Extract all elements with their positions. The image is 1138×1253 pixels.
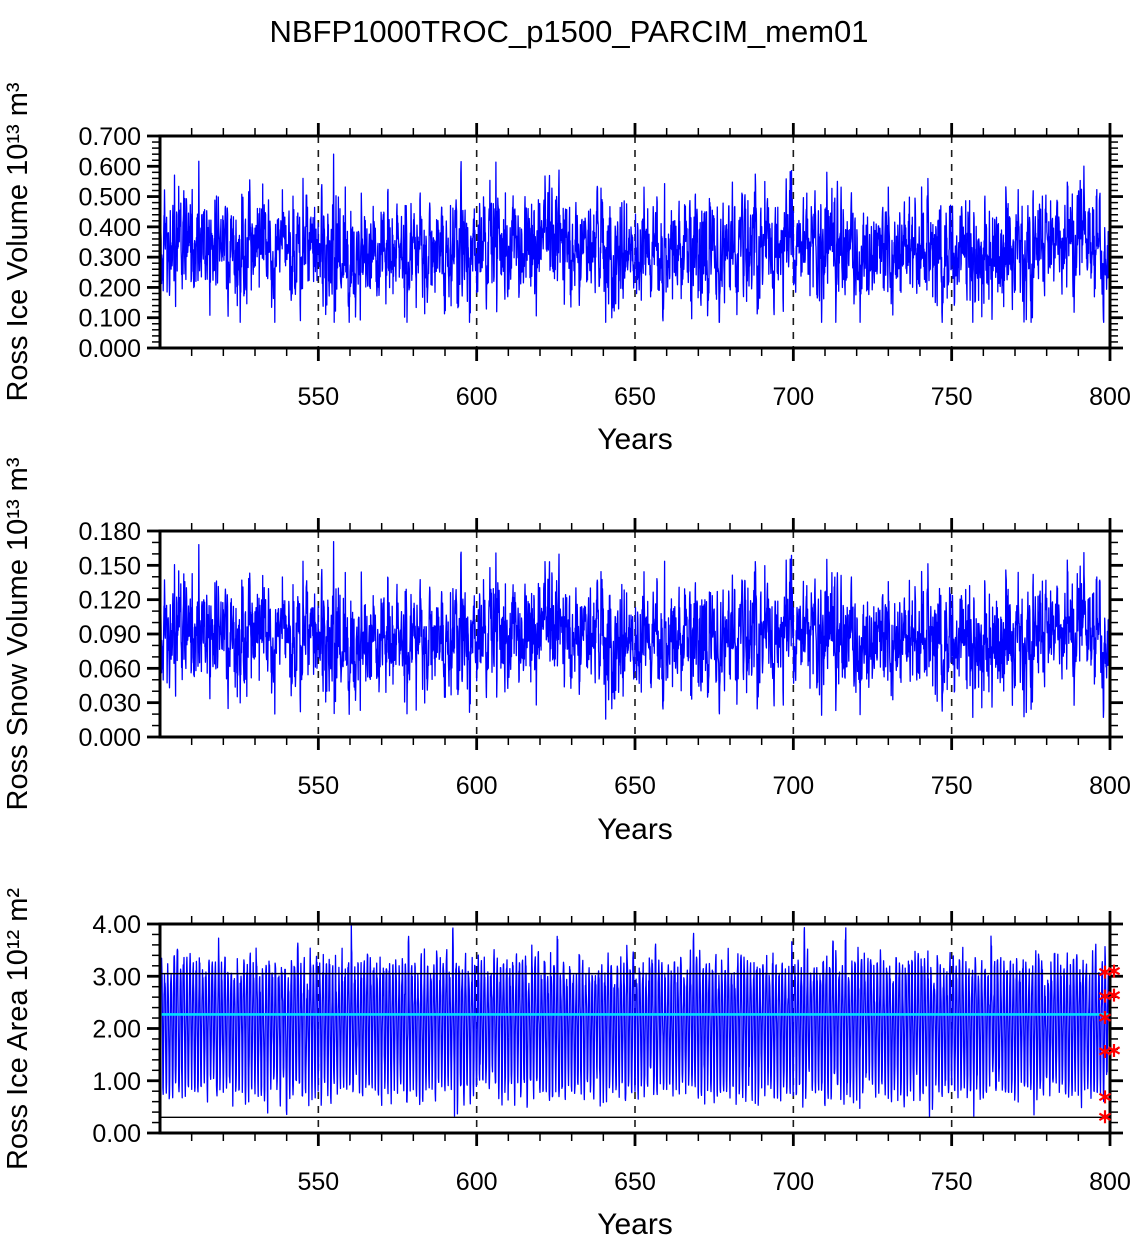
- end-marker-asterisk: [1107, 964, 1121, 978]
- x-axis-label-years-1: Years: [597, 423, 673, 456]
- y-tick-label: 0.700: [78, 123, 141, 151]
- x-tick-label: 800: [1089, 772, 1131, 800]
- plot-title: NBFP1000TROC_p1500_PARCIM_mem01: [269, 14, 868, 49]
- end-marker-asterisk: [1098, 1090, 1112, 1104]
- y-tick-label: 0.200: [78, 274, 141, 302]
- y-tick-label: 0.000: [78, 335, 141, 363]
- x-tick-label: 600: [456, 772, 498, 800]
- x-tick-label: 550: [297, 772, 339, 800]
- panel-ross-ice-area: 0.00 1.00 2.00 3.00 4.00 550 600 650 700 750 800: [92, 911, 1131, 1196]
- y-tick-label: 0.150: [78, 552, 141, 580]
- y-tick-label: 0.180: [78, 518, 141, 546]
- axis-ticks: [147, 518, 1123, 750]
- x-tick-label: 700: [772, 1168, 814, 1196]
- y-tick-label: 0.060: [78, 655, 141, 683]
- end-marker-asterisk: [1107, 1044, 1121, 1057]
- end-marker-asterisk: [1098, 1110, 1112, 1124]
- y-tick-label: 0.300: [78, 244, 141, 272]
- x-axis-label-years-3: Years: [597, 1208, 673, 1241]
- x-tick-label: 550: [297, 1168, 339, 1196]
- panel-ross-snow-volume: 0.000 0.030 0.060 0.090 0.120 0.150 0.180 550 60…: [78, 518, 1131, 800]
- x-tick-label: 750: [931, 772, 973, 800]
- x-tick-label: 700: [772, 772, 814, 800]
- x-tick-label: 650: [614, 383, 656, 411]
- y-tick-label: 1.00: [92, 1068, 141, 1096]
- x-axis-label-years-2: Years: [597, 813, 673, 846]
- x-tick-label: 550: [297, 383, 339, 411]
- tick-labels: 0.00 1.00 2.00 3.00 4.00 550 600 650 700 750 800: [92, 911, 1131, 1196]
- y-tick-label: 0.030: [78, 690, 141, 718]
- end-markers: [1098, 964, 1121, 1124]
- x-tick-label: 800: [1089, 1168, 1131, 1196]
- y-axis-label-snow-volume: Ross Snow Volume 10¹³ m³: [2, 457, 34, 810]
- x-tick-label: 600: [456, 383, 498, 411]
- y-axis-label-ice-area: Ross Ice Area 10¹² m²: [2, 888, 34, 1170]
- y-tick-label: 0.090: [78, 621, 141, 649]
- y-axis-label-ice-volume: Ross Ice Volume 10¹³ m³: [2, 82, 34, 401]
- x-tick-label: 650: [614, 772, 656, 800]
- y-tick-label: 0.00: [92, 1120, 141, 1148]
- ross-ice-area-series: [159, 923, 1111, 1118]
- y-tick-label: 0.100: [78, 305, 141, 333]
- end-marker-asterisk: [1098, 1011, 1112, 1024]
- ross-snow-volume-series: [159, 540, 1111, 720]
- x-tick-label: 800: [1089, 383, 1131, 411]
- y-tick-label: 2.00: [92, 1016, 141, 1044]
- y-tick-label: 0.400: [78, 214, 141, 242]
- tick-labels: 0.000 0.030 0.060 0.090 0.120 0.150 0.180 550 60…: [78, 518, 1130, 800]
- x-tick-label: 750: [931, 383, 973, 411]
- y-tick-label: 3.00: [92, 963, 141, 991]
- x-tick-label: 650: [614, 1168, 656, 1196]
- y-tick-label: 0.000: [78, 724, 141, 752]
- y-tick-label: 0.500: [78, 184, 141, 212]
- end-marker-asterisk: [1107, 988, 1121, 1002]
- y-tick-label: 0.120: [78, 587, 141, 615]
- axis-ticks: [147, 123, 1123, 361]
- y-tick-label: 4.00: [92, 911, 141, 939]
- ross-ice-volume-series: [159, 153, 1111, 323]
- y-tick-label: 0.600: [78, 153, 141, 181]
- x-tick-label: 750: [931, 1168, 973, 1196]
- x-tick-label: 700: [772, 383, 814, 411]
- x-tick-label: 600: [456, 1168, 498, 1196]
